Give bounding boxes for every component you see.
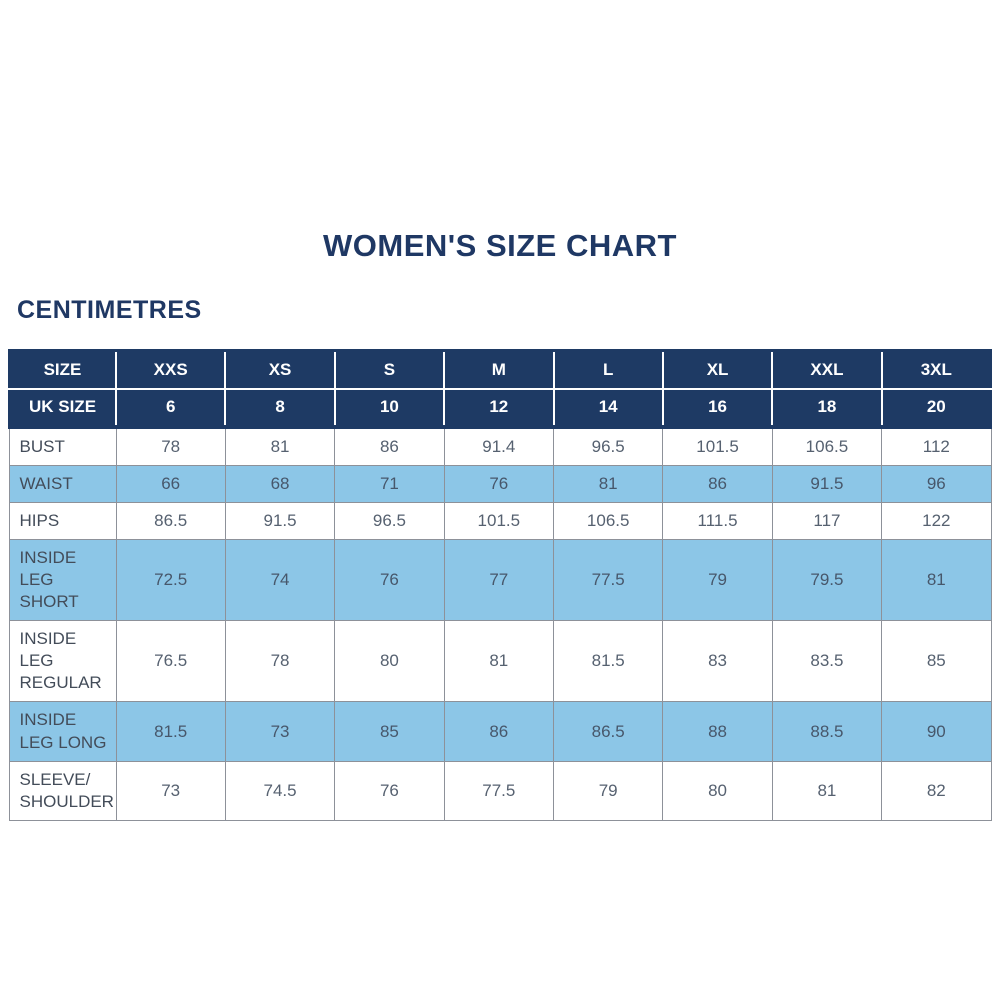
measurement-cell: 81.5	[552, 620, 664, 703]
header-value-cell: XXS	[114, 349, 227, 390]
measurement-cell: 86.5	[552, 701, 664, 762]
header-value-cell: XL	[661, 349, 774, 390]
header-value-cell: L	[552, 349, 664, 390]
measurement-cell: 88	[662, 701, 773, 762]
header-value-cell: 14	[552, 387, 664, 429]
measurement-cell: 73	[224, 701, 336, 762]
header-value-cell: S	[333, 349, 446, 390]
header-value-cell: 16	[661, 387, 774, 429]
measurement-cell: 76.5	[115, 620, 226, 703]
row-label: INSIDE LEG REGULAR	[8, 620, 117, 703]
measurement-cell: 86	[443, 701, 555, 762]
measurement-cell: 106.5	[771, 426, 883, 466]
measurement-cell: 80	[662, 760, 773, 821]
measurement-cell: 122	[881, 501, 992, 540]
measurement-cell: 101.5	[443, 501, 555, 540]
table-row: SLEEVE/ SHOULDER 73 74.5 76 77.5 79 80 81 82	[8, 760, 992, 821]
header-value-cell: 10	[333, 387, 446, 429]
table-row: INSIDE LEG LONG 81.5 73 85 86 86.5 88 88.5 90	[8, 701, 992, 762]
measurement-cell: 111.5	[662, 501, 773, 540]
header-value-cell: M	[443, 349, 555, 390]
table-row: INSIDE LEG SHORT 72.5 74 76 77 77.5 79 79.5 81	[8, 538, 992, 622]
row-label: SLEEVE/ SHOULDER	[8, 760, 117, 821]
measurement-cell: 91.4	[443, 426, 555, 466]
measurement-cell: 74	[224, 538, 336, 622]
measurement-cell: 76	[443, 464, 555, 503]
size-chart-table: SIZE XXS XS S M L XL XXL 3XL UK SIZE 6 8 10 12 14 16 18 2…	[8, 349, 993, 821]
table-body: BUST 78 81 86 91.4 96.5 101.5 106.5 112 WAIST 66 68…	[8, 426, 992, 821]
table-row: HIPS 86.5 91.5 96.5 101.5 106.5 111.5 117 122	[8, 501, 992, 540]
measurement-cell: 81	[443, 620, 555, 703]
table-row: BUST 78 81 86 91.4 96.5 101.5 106.5 112	[8, 426, 992, 466]
measurement-cell: 81.5	[115, 701, 226, 762]
measurement-cell: 80	[334, 620, 445, 703]
header-value-cell: 18	[771, 387, 883, 429]
measurement-cell: 112	[881, 426, 992, 466]
header-value-cell: 8	[224, 387, 336, 429]
page-title: WOMEN'S SIZE CHART	[323, 228, 677, 263]
row-label: WAIST	[8, 464, 117, 503]
table-row: INSIDE LEG REGULAR 76.5 78 80 81 81.5 83 83.5 85	[8, 620, 992, 703]
header-row-label: UK SIZE	[8, 387, 117, 429]
measurement-cell: 79	[662, 538, 773, 622]
measurement-cell: 79.5	[771, 538, 883, 622]
measurement-cell: 106.5	[552, 501, 664, 540]
header-value-cell: 6	[114, 387, 227, 429]
measurement-cell: 73	[115, 760, 226, 821]
measurement-cell: 83.5	[771, 620, 883, 703]
measurement-cell: 96.5	[334, 501, 445, 540]
measurement-cell: 77.5	[443, 760, 555, 821]
header-row-uk-size: UK SIZE 6 8 10 12 14 16 18 20	[8, 387, 993, 429]
measurement-cell: 85	[334, 701, 445, 762]
measurement-cell: 90	[881, 701, 992, 762]
row-label: BUST	[8, 426, 117, 466]
measurement-cell: 79	[552, 760, 664, 821]
header-value-cell: 3XL	[880, 349, 993, 390]
measurement-cell: 88.5	[771, 701, 883, 762]
measurement-cell: 83	[662, 620, 773, 703]
measurement-cell: 81	[224, 426, 336, 466]
measurement-cell: 74.5	[224, 760, 336, 821]
measurement-cell: 85	[881, 620, 992, 703]
measurement-cell: 81	[881, 538, 992, 622]
measurement-cell: 81	[552, 464, 664, 503]
row-label: INSIDE LEG LONG	[8, 701, 117, 762]
measurement-cell: 78	[224, 620, 336, 703]
header-row-size: SIZE XXS XS S M L XL XXL 3XL	[8, 349, 993, 390]
row-label: INSIDE LEG SHORT	[8, 538, 117, 622]
table-row: WAIST 66 68 71 76 81 86 91.5 96	[8, 464, 992, 503]
measurement-cell: 117	[771, 501, 883, 540]
row-label: HIPS	[8, 501, 117, 540]
measurement-cell: 78	[115, 426, 226, 466]
measurement-cell: 76	[334, 538, 445, 622]
measurement-cell: 72.5	[115, 538, 226, 622]
measurement-cell: 101.5	[662, 426, 773, 466]
measurement-cell: 71	[334, 464, 445, 503]
measurement-cell: 68	[224, 464, 336, 503]
measurement-cell: 86.5	[115, 501, 226, 540]
measurement-cell: 86	[662, 464, 773, 503]
header-value-cell: 20	[880, 387, 993, 429]
header-row-label: SIZE	[8, 349, 117, 390]
header-value-cell: XS	[224, 349, 336, 390]
header-value-cell: 12	[443, 387, 555, 429]
measurement-cell: 91.5	[771, 464, 883, 503]
units-label: CENTIMETRES	[17, 295, 202, 324]
measurement-cell: 86	[334, 426, 445, 466]
measurement-cell: 81	[771, 760, 883, 821]
header-value-cell: XXL	[771, 349, 883, 390]
table-header: SIZE XXS XS S M L XL XXL 3XL UK SIZE 6 8 10 12 14 16 18 2…	[8, 349, 993, 429]
measurement-cell: 77	[443, 538, 555, 622]
measurement-cell: 76	[334, 760, 445, 821]
measurement-cell: 96.5	[552, 426, 664, 466]
measurement-cell: 66	[115, 464, 226, 503]
measurement-cell: 82	[881, 760, 992, 821]
measurement-cell: 77.5	[552, 538, 664, 622]
measurement-cell: 96	[881, 464, 992, 503]
measurement-cell: 91.5	[224, 501, 336, 540]
